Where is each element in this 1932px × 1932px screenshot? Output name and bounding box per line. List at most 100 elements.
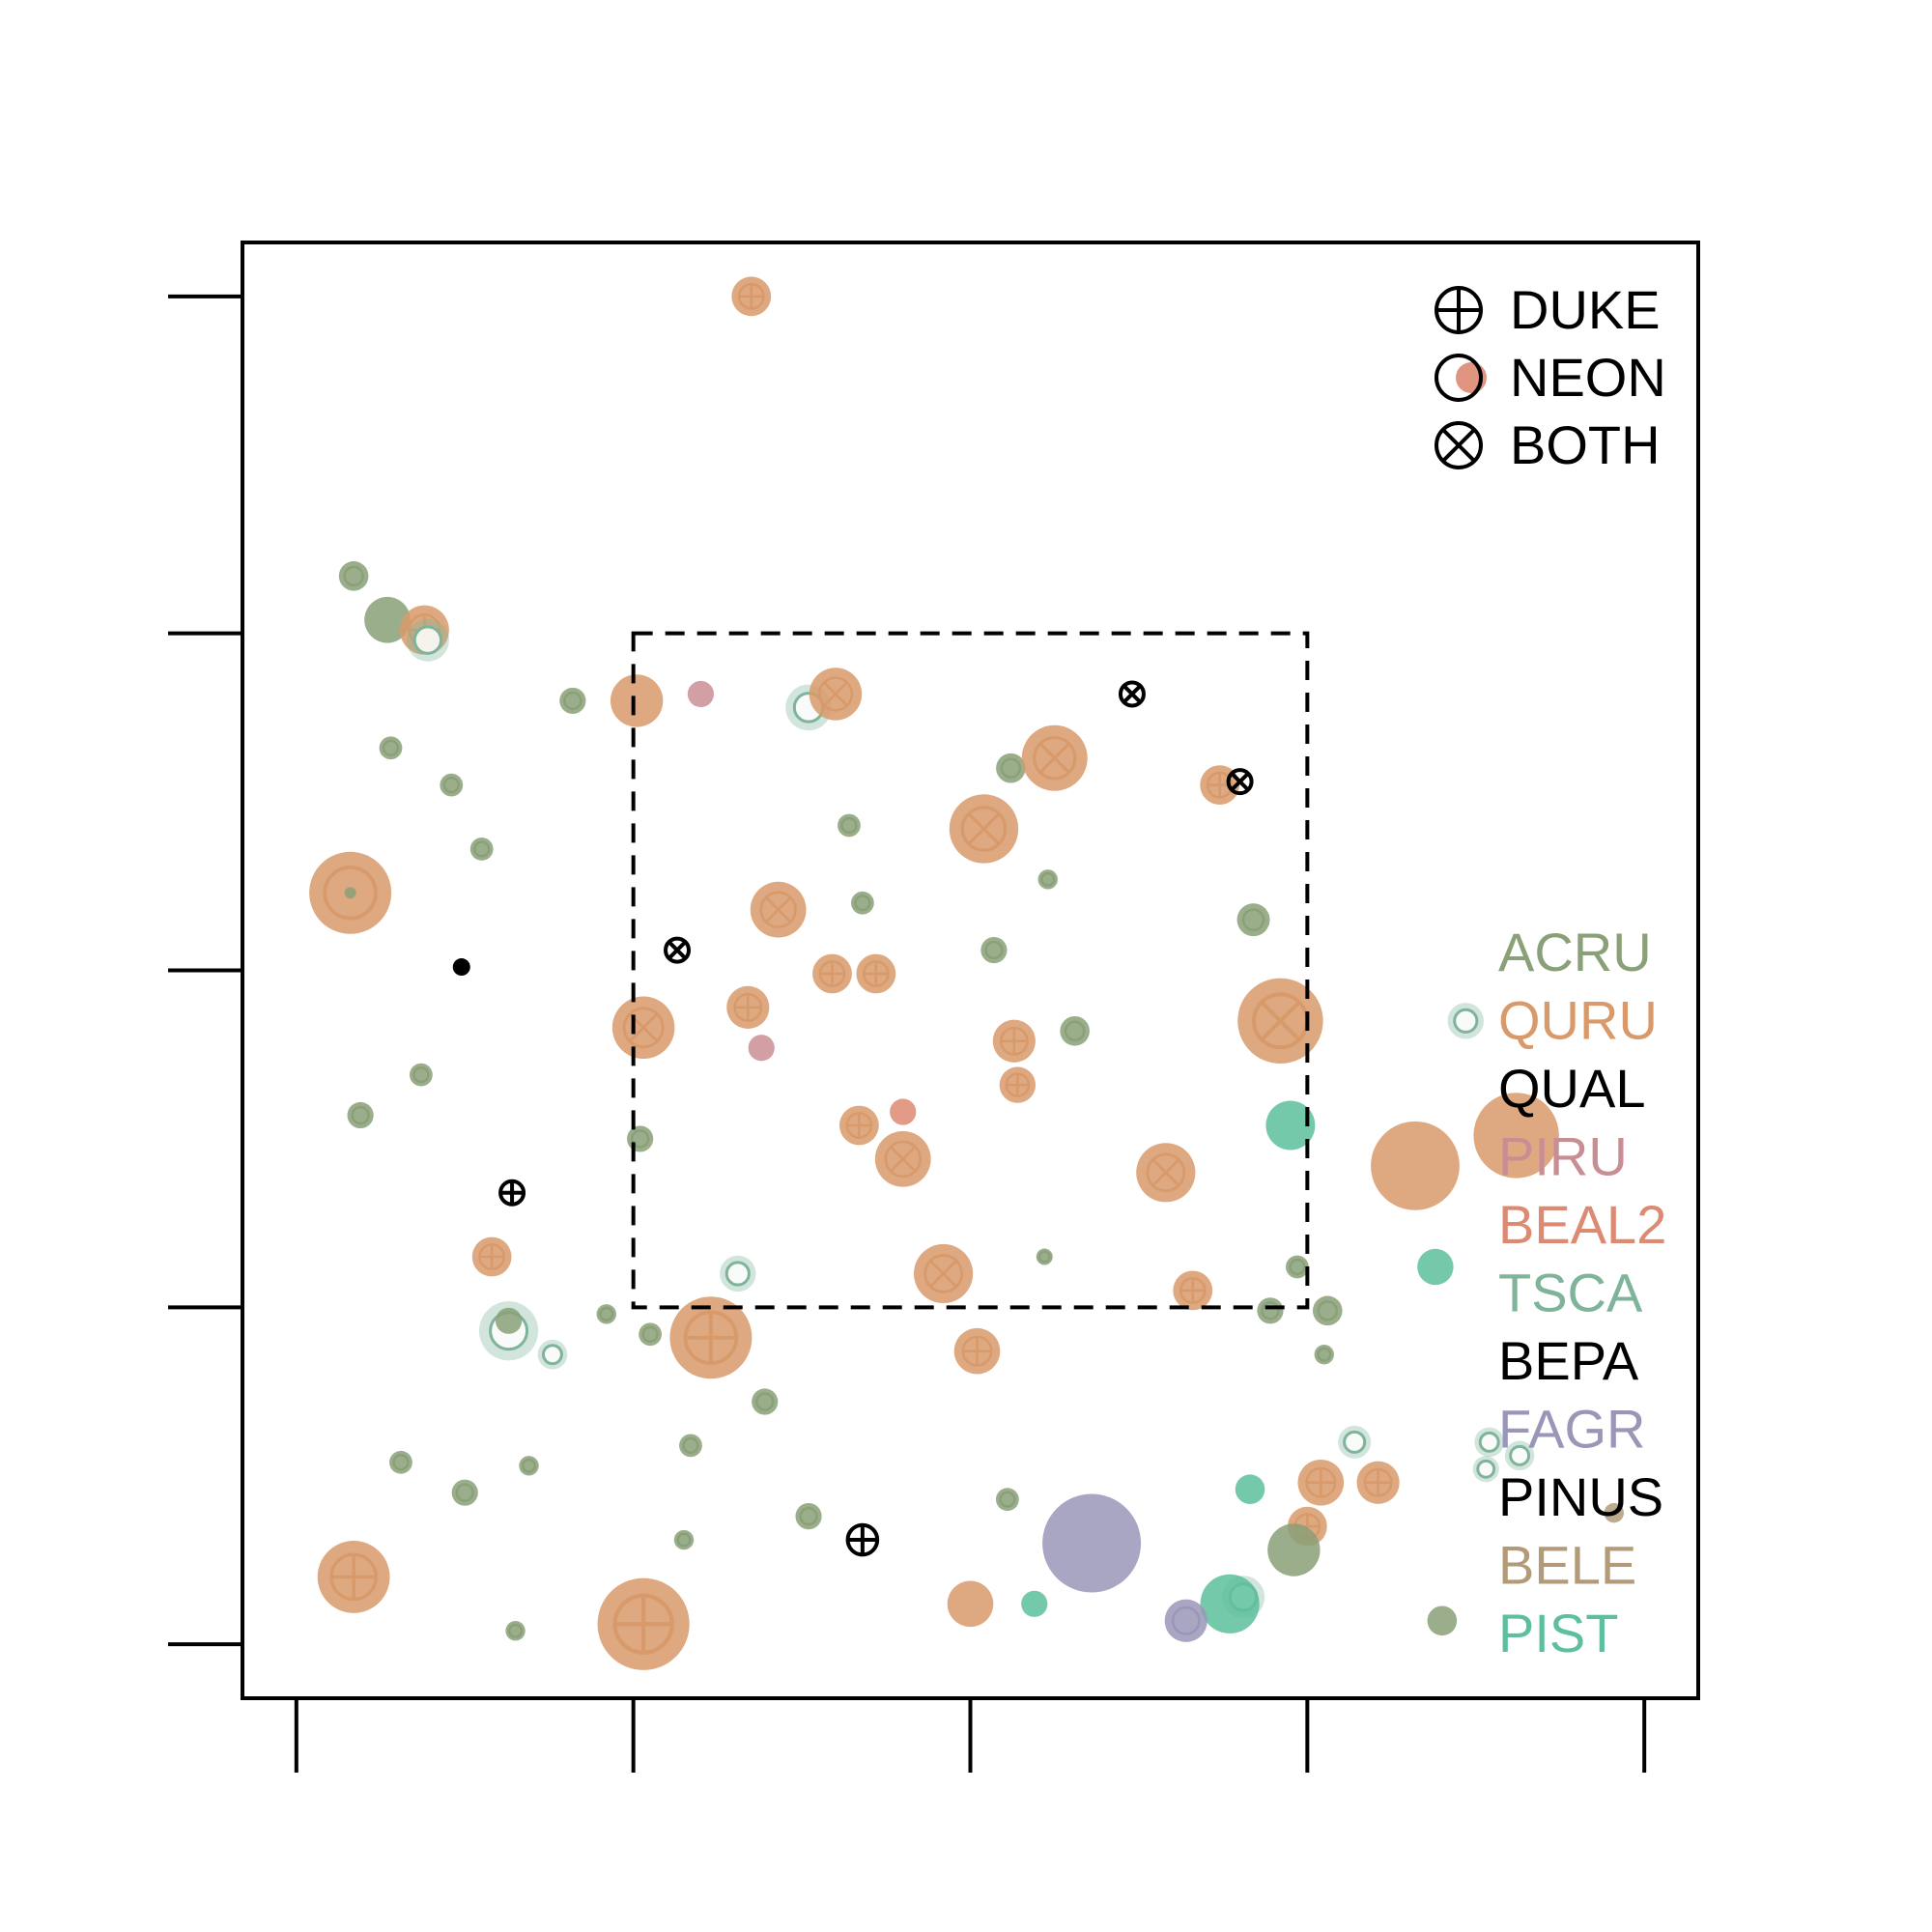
point-acru-51 — [1285, 1255, 1309, 1279]
point-acru-73 — [451, 1479, 478, 1506]
point-bele-85 — [1604, 1502, 1624, 1523]
point-tsca-94 — [1474, 1427, 1505, 1458]
legend-symbol-label: NEON — [1510, 347, 1666, 408]
point-quru-48 — [1136, 1143, 1196, 1203]
point-quru-29 — [812, 953, 852, 994]
point-acru-58 — [1257, 1297, 1284, 1324]
point-acru-35 — [1060, 1015, 1090, 1046]
point-acru-13 — [996, 753, 1026, 783]
legend-symbol-neon: NEON — [1435, 347, 1666, 408]
species-label-acru: ACRU — [1498, 922, 1652, 982]
point-acru-57 — [596, 1304, 616, 1324]
point-quru-84 — [317, 1541, 390, 1613]
point-acru-5 — [559, 687, 586, 715]
point-quru-9 — [809, 668, 863, 721]
species-label-piru: PIRU — [1498, 1126, 1628, 1187]
species-label-pist: PIST — [1498, 1603, 1618, 1663]
point-fagr-83 — [1042, 1493, 1142, 1593]
point-quru-56 — [1173, 1270, 1213, 1311]
species-label-fagr: FAGR — [1498, 1399, 1645, 1460]
point-pist-52 — [1417, 1248, 1454, 1286]
point-quru-31 — [726, 985, 770, 1029]
point-quru-24 — [750, 881, 807, 938]
legend-symbol-duke: DUKE — [1435, 279, 1661, 340]
point-acru-25 — [1236, 903, 1270, 937]
point-acru-38 — [409, 1063, 433, 1087]
point-acru-12 — [440, 773, 464, 797]
point-quru-18 — [949, 794, 1019, 864]
point-acru-67 — [752, 1388, 779, 1415]
point-acru-40 — [347, 1101, 374, 1129]
point-quru-50 — [471, 1236, 512, 1277]
point-quru-39 — [999, 1066, 1037, 1103]
point-quru-63 — [669, 1296, 753, 1379]
point-quru-74 — [1297, 1459, 1345, 1506]
point-acru-28 — [980, 936, 1008, 964]
point-tsca-54 — [720, 1255, 756, 1293]
x-axis-ticks — [294, 1698, 1647, 1773]
point-quru-36 — [992, 1019, 1036, 1063]
point-beal2-41 — [890, 1098, 917, 1125]
point-quru-30 — [856, 953, 896, 994]
point-quru-55 — [913, 1243, 974, 1304]
point-acru-77 — [795, 1503, 822, 1530]
point-acru-1 — [338, 561, 369, 591]
point-quru-44 — [1473, 1093, 1559, 1179]
species-label-beal2: BEAL2 — [1498, 1194, 1666, 1255]
point-piru-7 — [687, 680, 715, 708]
point-acru-11 — [379, 736, 403, 760]
point-tsca-72 — [1504, 1440, 1535, 1471]
point-acru-17 — [838, 813, 861, 838]
species-label-pinus: PINUS — [1498, 1466, 1663, 1527]
point-acru-69 — [389, 1450, 412, 1474]
point-acru-93 — [1427, 1605, 1458, 1636]
inner-box-layer — [631, 631, 1310, 1310]
point-acru-61 — [495, 1307, 523, 1334]
species-label-qual: QUAL — [1498, 1058, 1646, 1119]
point-acru-82 — [1267, 1523, 1321, 1577]
point-acru-45 — [627, 1125, 654, 1152]
point-acru-79 — [673, 1529, 695, 1550]
point-tsca-64 — [537, 1339, 568, 1370]
legend-symbol-label: BOTH — [1510, 414, 1661, 475]
point-acru-62 — [639, 1322, 662, 1347]
point-acru-19 — [469, 838, 494, 861]
point-pinus-16 — [1226, 768, 1254, 796]
point-acru-92 — [505, 1621, 526, 1641]
species-label-tsca: TSCA — [1498, 1263, 1643, 1323]
point-pinus-49 — [498, 1179, 526, 1207]
point-quru-89 — [947, 1580, 994, 1628]
point-quru-90 — [597, 1577, 690, 1670]
point-acru-66 — [1314, 1344, 1334, 1365]
species-label-bepa: BEPA — [1498, 1330, 1639, 1391]
point-qual-26 — [452, 958, 470, 977]
point-tsca-4 — [406, 618, 449, 662]
species-label-quru: QURU — [1498, 990, 1658, 1051]
point-pinus-10 — [1118, 680, 1146, 708]
point-pist-87 — [1200, 1574, 1260, 1634]
point-acru-22 — [1037, 869, 1058, 890]
point-quru-42 — [838, 1105, 879, 1146]
point-acru-71 — [679, 1434, 702, 1458]
point-piru-37 — [748, 1035, 775, 1062]
point-pist-43 — [1265, 1100, 1316, 1151]
point-quru-0 — [731, 276, 772, 317]
point-quru-32 — [611, 996, 675, 1060]
point-pinus-80 — [845, 1522, 880, 1557]
inner-dashed-box — [631, 631, 1310, 1310]
point-quru-46 — [874, 1130, 931, 1187]
point-pist-88 — [1021, 1590, 1048, 1617]
point-pinus-27 — [664, 936, 692, 964]
point-quru-75 — [1356, 1461, 1400, 1504]
point-tsca-68 — [1338, 1425, 1372, 1459]
species-label-bele: BELE — [1498, 1535, 1636, 1596]
point-acru-59 — [1312, 1295, 1343, 1326]
point-quru-6 — [610, 674, 664, 727]
point-quru-14 — [1021, 724, 1088, 791]
point-quru-47 — [1371, 1121, 1460, 1210]
y-axis-ticks — [168, 294, 242, 1647]
point-tsca-95 — [1472, 1456, 1499, 1483]
point-pist-76 — [1235, 1474, 1265, 1505]
